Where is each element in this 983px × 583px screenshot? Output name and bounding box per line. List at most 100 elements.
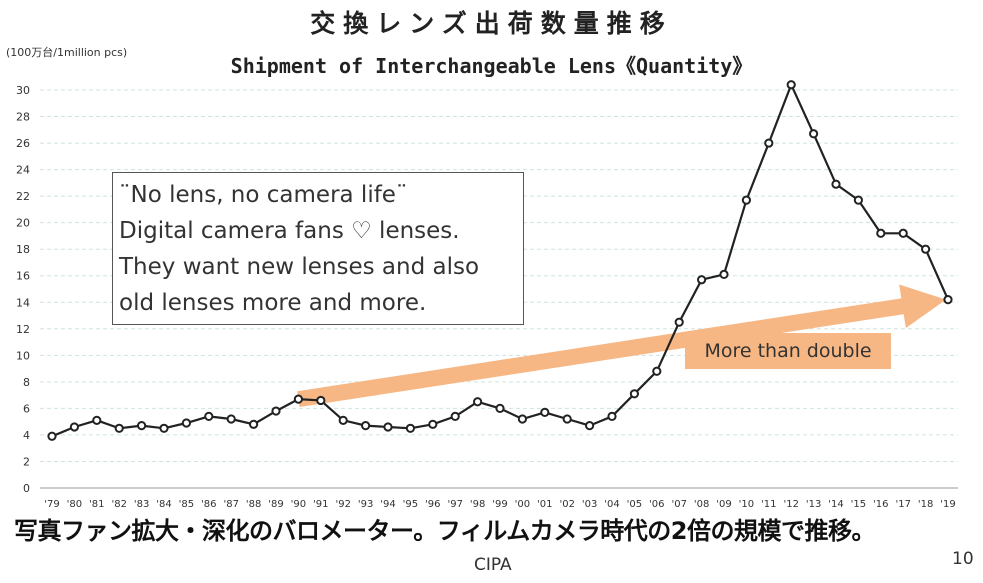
data-point — [450, 411, 460, 421]
data-point — [137, 421, 147, 431]
y-tick-label: 30 — [16, 84, 30, 97]
x-tick-label: '82 — [111, 499, 126, 510]
data-point — [831, 179, 841, 189]
data-point — [517, 414, 528, 424]
x-tick-label: '87 — [223, 499, 238, 510]
x-tick-label: '12 — [783, 499, 798, 510]
data-point — [764, 138, 774, 148]
bottom-caption: 写真ファン拡大・深化のバロメーター。フィルムカメラ時代の2倍の規模で推移。 — [14, 517, 876, 545]
y-tick-label: 20 — [16, 217, 30, 230]
y-tick-label: 10 — [16, 349, 30, 362]
x-tick-label: '90 — [291, 499, 306, 510]
data-point — [786, 80, 796, 90]
data-point — [876, 228, 886, 238]
x-tick-label: '04 — [604, 499, 619, 510]
data-point — [853, 195, 864, 205]
x-tick-label: '85 — [179, 499, 194, 510]
trend-arrow — [297, 284, 947, 408]
x-tick-label: '16 — [873, 499, 888, 510]
x-tick-label: '89 — [268, 499, 283, 510]
x-tick-label: '05 — [627, 499, 642, 510]
x-tick-label: '95 — [403, 499, 418, 510]
x-tick-label: '92 — [335, 499, 350, 510]
x-tick-label: '79 — [44, 499, 59, 510]
chart-title-en: Shipment of Interchangeable Lens《Quantit… — [230, 54, 753, 78]
data-point — [383, 422, 393, 432]
x-tick-label: '03 — [582, 499, 597, 510]
data-point — [943, 295, 953, 305]
data-point — [405, 423, 415, 433]
data-point — [293, 394, 303, 404]
x-tick-label: '97 — [447, 499, 462, 510]
data-point — [607, 411, 617, 421]
data-point — [204, 411, 214, 421]
callout-line-4: old lenses more and more. — [119, 290, 427, 316]
y-tick-label: 16 — [16, 270, 30, 283]
x-tick-label: '94 — [380, 499, 395, 510]
data-point — [361, 421, 371, 431]
callout-line-2: Digital camera fans ♡ lenses. — [119, 218, 460, 244]
callout-box: ¨No lens, no camera life¨ Digital camera… — [112, 172, 524, 325]
y-tick-label: 4 — [23, 429, 30, 442]
callout-line-1: ¨No lens, no camera life¨ — [119, 182, 408, 208]
chart-title-jp: 交換レンズ出荷数量推移 — [310, 9, 673, 38]
y-tick-label: 0 — [23, 482, 30, 495]
x-tick-label: '06 — [649, 499, 664, 510]
data-point — [159, 423, 169, 433]
data-point — [47, 431, 57, 441]
x-tick-label: '19 — [940, 499, 955, 510]
data-point — [495, 403, 505, 413]
data-point — [921, 244, 931, 254]
data-point — [271, 406, 281, 416]
page-number: 10 — [952, 549, 974, 569]
data-point — [92, 415, 102, 425]
x-tick-label: '93 — [358, 499, 373, 510]
data-point — [428, 419, 438, 429]
x-tick-label: '86 — [201, 499, 216, 510]
data-point — [674, 317, 684, 327]
x-tick-label: '02 — [559, 499, 574, 510]
y-axis-unit-label: (100万台/1million pcs) — [6, 46, 128, 59]
x-tick-label: '80 — [67, 499, 82, 510]
x-tick-label: '84 — [156, 499, 171, 510]
x-tick-label: '13 — [806, 499, 821, 510]
y-tick-label: 22 — [16, 190, 30, 203]
callout-line-3: They want new lenses and also — [119, 254, 480, 280]
data-point — [898, 228, 908, 238]
data-point — [629, 389, 640, 399]
x-tick-label: '09 — [716, 499, 731, 510]
data-point — [338, 415, 348, 425]
y-tick-label: 6 — [23, 402, 30, 415]
data-point — [69, 422, 80, 432]
data-point — [809, 129, 819, 139]
trend-annotation: More than double — [685, 333, 891, 369]
x-tick-label: '83 — [134, 499, 149, 510]
x-tick-label: '17 — [895, 499, 910, 510]
y-tick-label: 26 — [16, 137, 30, 150]
x-tick-label: '01 — [537, 499, 552, 510]
x-tick-label: '98 — [470, 499, 485, 510]
data-point — [114, 423, 124, 433]
x-tick-label: '99 — [492, 499, 507, 510]
data-point — [585, 421, 595, 431]
x-tick-label: '11 — [761, 499, 776, 510]
x-tick-label: '18 — [918, 499, 933, 510]
x-tick-label: '08 — [694, 499, 709, 510]
data-point — [226, 414, 236, 424]
x-tick-label: '14 — [828, 499, 843, 510]
data-point — [562, 414, 572, 424]
x-tick-label: '07 — [671, 499, 686, 510]
source-label: CIPA — [474, 555, 512, 575]
x-tick-label: '10 — [739, 499, 754, 510]
x-tick-label: '91 — [313, 499, 328, 510]
data-point — [181, 418, 191, 428]
data-point — [473, 397, 483, 407]
data-point — [741, 195, 752, 205]
x-tick-label: '00 — [515, 499, 530, 510]
data-point — [652, 366, 662, 376]
x-tick-label: '81 — [89, 499, 104, 510]
y-tick-label: 18 — [16, 243, 30, 256]
y-tick-label: 8 — [23, 376, 30, 389]
x-tick-label: '96 — [425, 499, 440, 510]
data-point — [316, 395, 326, 406]
